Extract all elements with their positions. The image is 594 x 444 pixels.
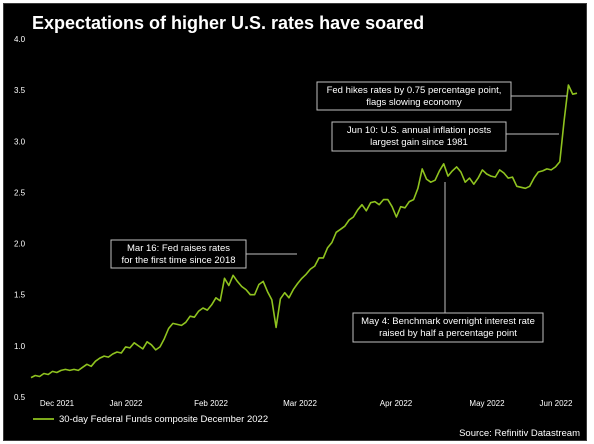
y-tick-label: 2.5: [14, 188, 26, 197]
line-chart: 0.5 1.0 1.5 2.0 2.5 3.0 3.5 4.0 Dec 2021 Jan 2022…: [14, 35, 580, 439]
x-tick-label: May 2022: [469, 399, 505, 408]
annotation-inflation-text: largest gain since 1981: [370, 137, 468, 148]
annotation-mar16-text: for the first time since 2018: [121, 255, 235, 266]
annotation-may4-text: May 4: Benchmark overnight interest rate: [361, 316, 535, 327]
annotation-inflation-box: [331, 121, 507, 152]
annotation-fed-hikes-text: Fed hikes rates by 0.75 percentage point…: [327, 85, 502, 96]
y-tick-label: 3.0: [14, 137, 26, 146]
annotation-fed-hikes-box: [316, 81, 512, 111]
y-tick-label: 3.5: [14, 86, 26, 95]
x-tick-label: Mar 2022: [283, 399, 317, 408]
source-note: Source: Refinitiv Datastream: [459, 428, 580, 439]
x-tick-label: Jan 2022: [110, 399, 143, 408]
x-tick-label: Jun 2022: [540, 399, 573, 408]
annotation-may4-box: [352, 312, 544, 343]
chart-title: Expectations of higher U.S. rates have s…: [32, 13, 425, 33]
y-tick-label: 2.0: [14, 240, 26, 249]
x-tick-label: Feb 2022: [194, 399, 228, 408]
annotation-mar16-text: Mar 16: Fed raises rates: [127, 243, 230, 254]
annotation-may4-text: raised by half a percentage point: [379, 328, 517, 339]
chart-frame: Expectations of higher U.S. rates have s…: [3, 3, 587, 441]
annotation-inflation-text: Jun 10: U.S. annual inflation posts: [347, 125, 491, 136]
annotation-mar16-box: [110, 239, 247, 269]
legend-label: 30-day Federal Funds composite December …: [59, 414, 268, 425]
annotation-fed-hikes-text: flags slowing economy: [366, 97, 462, 108]
series-line: [30, 84, 578, 379]
x-tick-label: Apr 2022: [380, 399, 413, 408]
y-tick-label: 4.0: [14, 35, 26, 44]
x-tick-label: Dec 2021: [40, 399, 75, 408]
y-tick-label: 1.5: [14, 291, 26, 300]
y-tick-label: 1.0: [14, 342, 26, 351]
y-tick-label: 0.5: [14, 393, 26, 402]
